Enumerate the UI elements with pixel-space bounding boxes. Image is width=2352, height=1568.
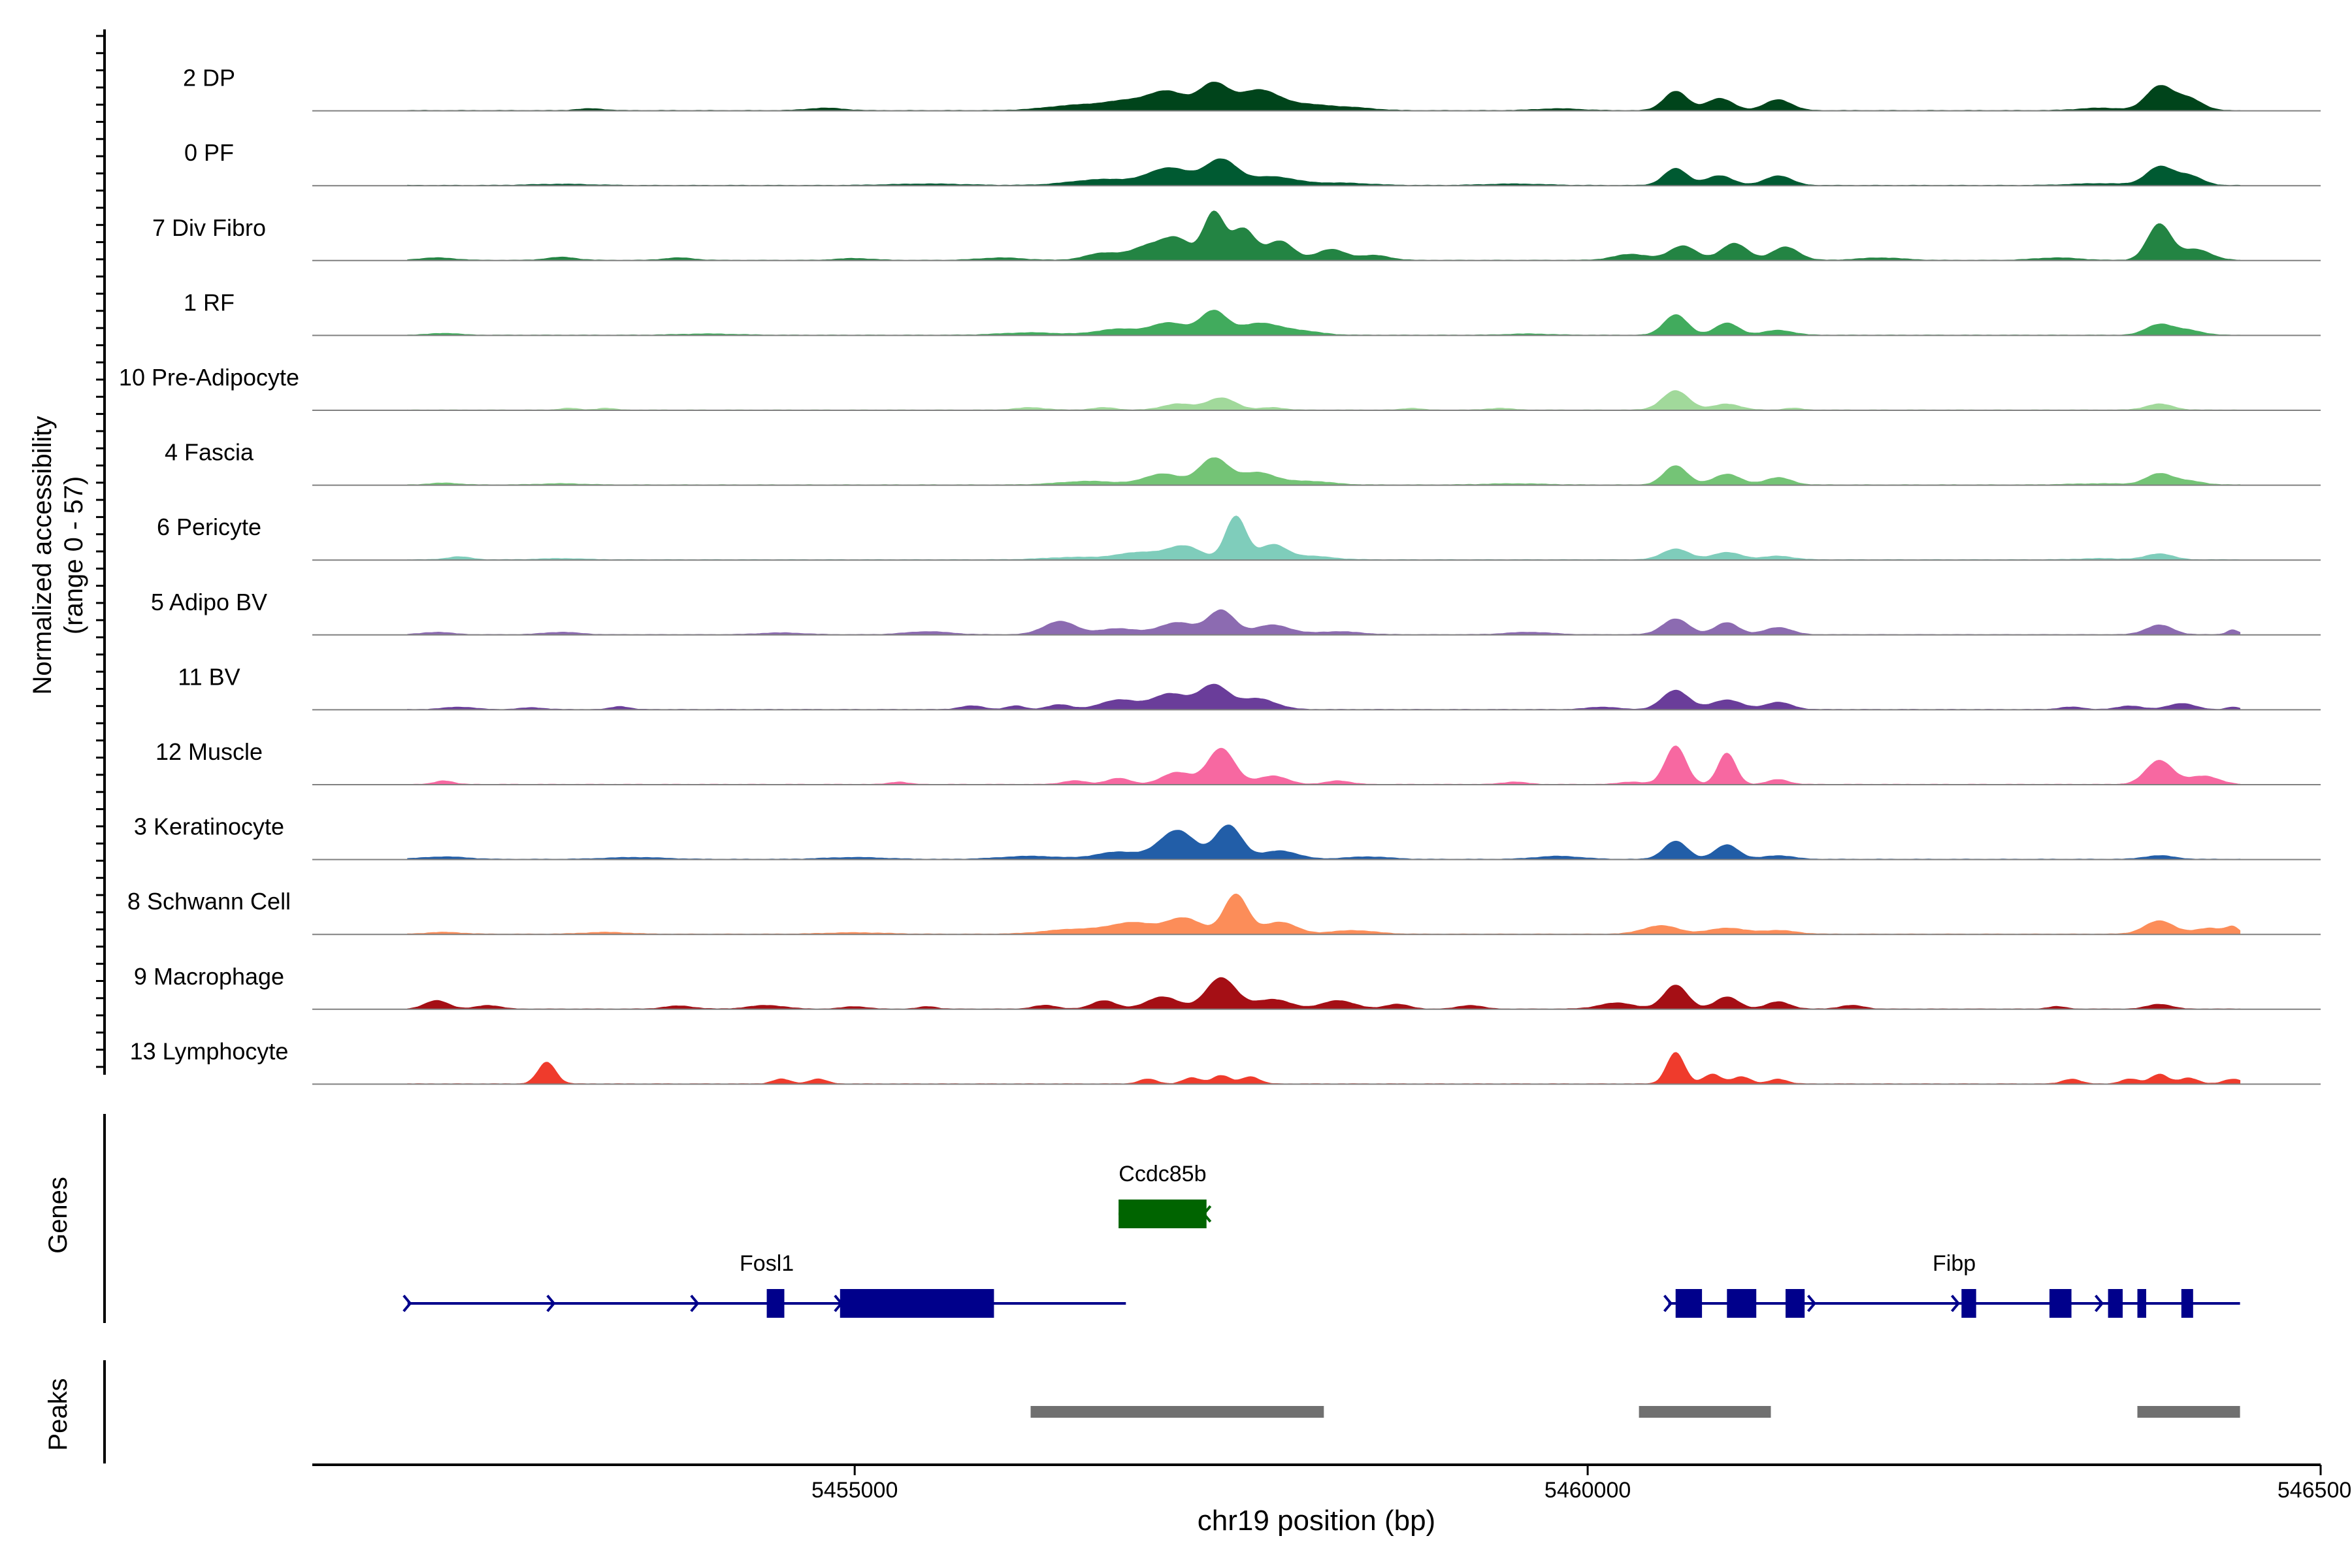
exon bbox=[2181, 1289, 2193, 1318]
exon bbox=[766, 1289, 785, 1318]
track-label: 9 Macrophage bbox=[134, 963, 284, 990]
exon bbox=[1961, 1289, 1976, 1318]
gene-fosl1: Fosl1 bbox=[402, 1251, 1126, 1318]
track-8: 5 Adipo BV bbox=[151, 589, 2321, 636]
strand-arrow bbox=[690, 1294, 700, 1313]
gene-fibp: Fibp bbox=[1663, 1251, 2240, 1318]
x-axis-label: chr19 position (bp) bbox=[1198, 1505, 1435, 1537]
track-label: 7 Div Fibro bbox=[152, 214, 266, 241]
track-label: 3 Keratinocyte bbox=[134, 813, 284, 840]
track-label: 1 RF bbox=[184, 289, 235, 316]
strand-arrow bbox=[546, 1294, 556, 1313]
x-tick-label: 5460000 bbox=[1544, 1478, 1631, 1503]
strand-arrow bbox=[402, 1294, 412, 1313]
track-label: 10 Pre-Adipocyte bbox=[119, 364, 299, 391]
track-14: 13 Lymphocyte bbox=[130, 1037, 2321, 1085]
strand-arrow bbox=[1663, 1294, 1673, 1313]
exon bbox=[1675, 1289, 1703, 1318]
peaks-panel-label: Peaks bbox=[44, 1378, 73, 1450]
genes-panel-label: Genes bbox=[44, 1177, 73, 1254]
strand-arrow bbox=[1950, 1294, 1961, 1313]
track-7: 6 Pericyte bbox=[157, 514, 2321, 561]
track-3: 7 Div Fibro bbox=[152, 210, 2321, 261]
exon bbox=[1119, 1200, 1207, 1228]
track-label: 0 PF bbox=[184, 139, 234, 166]
track-9: 11 BV bbox=[178, 663, 2321, 711]
gene-label: Ccdc85b bbox=[1119, 1162, 1206, 1186]
track-label: 8 Schwann Cell bbox=[127, 888, 291, 915]
gene-label: Fosl1 bbox=[740, 1251, 794, 1276]
track-13: 9 Macrophage bbox=[134, 963, 2321, 1010]
x-tick-label: 5455000 bbox=[811, 1478, 898, 1503]
exon bbox=[840, 1289, 994, 1318]
coverage-y-ticks bbox=[96, 35, 105, 1068]
track-11: 3 Keratinocyte bbox=[134, 813, 2321, 860]
peak-region bbox=[1639, 1406, 1771, 1418]
coverage-tracks: 2 DP 0 PF 7 Div Fibro 1 RF 10 Pre-Adipocyte 4… bbox=[119, 65, 2321, 1085]
exon bbox=[1786, 1289, 1805, 1318]
coverage-range-label: (range 0 - 57) bbox=[59, 476, 88, 634]
x-tick-label: 5465000 bbox=[2278, 1478, 2352, 1503]
track-1: 2 DP bbox=[183, 65, 2321, 112]
track-label: 11 BV bbox=[178, 663, 240, 690]
track-label: 2 DP bbox=[183, 65, 235, 91]
gene-annotations: Ccdc85b Fosl1 Fibp bbox=[402, 1162, 2240, 1318]
peak-regions bbox=[1030, 1406, 2240, 1418]
strand-arrow bbox=[2094, 1294, 2104, 1313]
strand-arrow bbox=[1806, 1294, 1817, 1313]
track-label: 12 Muscle bbox=[155, 738, 263, 765]
track-5: 10 Pre-Adipocyte bbox=[119, 364, 2321, 411]
exon bbox=[2049, 1289, 2072, 1318]
track-label: 4 Fascia bbox=[165, 439, 254, 466]
peak-region bbox=[2137, 1406, 2240, 1418]
exon bbox=[2108, 1289, 2123, 1318]
track-label: 5 Adipo BV bbox=[151, 589, 267, 615]
track-4: 1 RF bbox=[184, 289, 2321, 336]
gene-ccdc85b: Ccdc85b bbox=[1119, 1162, 1212, 1228]
exon bbox=[2137, 1289, 2146, 1318]
peak-region bbox=[1030, 1406, 1324, 1418]
track-12: 8 Schwann Cell bbox=[127, 888, 2321, 936]
track-label: 13 Lymphocyte bbox=[130, 1037, 289, 1064]
track-10: 12 Muscle bbox=[155, 738, 2321, 785]
track-2: 0 PF bbox=[184, 139, 2321, 187]
coverage-axis-label: Normalized accessibility bbox=[28, 416, 57, 695]
track-label: 6 Pericyte bbox=[157, 514, 261, 540]
gene-label: Fibp bbox=[1933, 1251, 1976, 1276]
exon bbox=[1727, 1289, 1757, 1318]
track-6: 4 Fascia bbox=[165, 439, 2321, 486]
x-axis-ticks: 5455000 5460000 5465000 bbox=[811, 1465, 2352, 1503]
